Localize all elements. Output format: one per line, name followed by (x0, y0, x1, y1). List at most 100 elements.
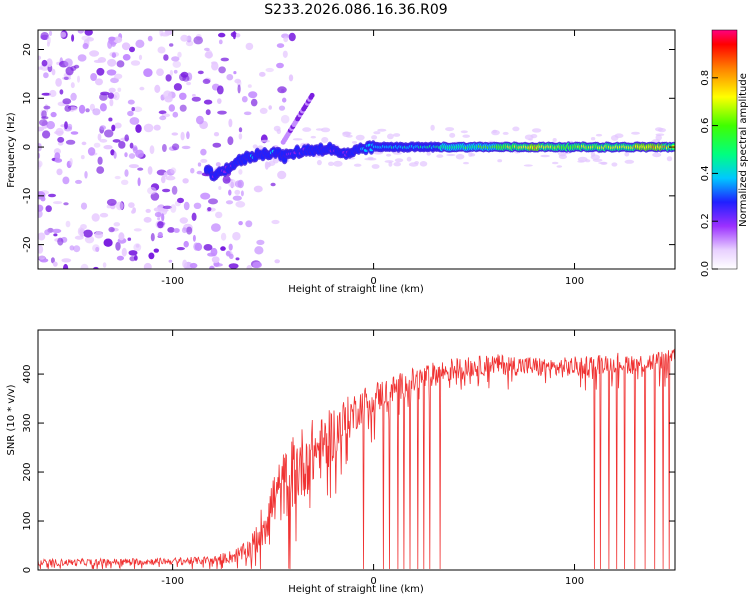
spectrogram-noise-blob (131, 210, 135, 214)
spectrogram-noise-blob (63, 263, 69, 269)
spectrogram-noise-blob (491, 129, 500, 136)
spectrogram-noise-blob (114, 175, 121, 180)
snr-x-tick-label: -100 (161, 576, 184, 587)
spectrogram-noise-blob (62, 98, 72, 105)
spectrogram-noise-blob (108, 87, 116, 93)
spectrogram-noise-blob (38, 66, 43, 70)
spectrogram-noise-blob (173, 228, 180, 233)
colorbar-label: Normalized spectral amplitude (738, 73, 749, 227)
spectrogram-noise-blob (153, 124, 161, 131)
spectrogram-noise-blob (95, 78, 103, 86)
spectrogram-noise-blob (116, 255, 124, 261)
spectrogram-noise-blob (170, 204, 177, 213)
spectrogram-noise-blob (610, 135, 619, 141)
spectrogram-noise-blob (272, 157, 279, 164)
spectrogram-noise-blob (384, 160, 394, 163)
spectrogram-noise-blob (107, 58, 117, 67)
spectrogram-noise-blob (276, 62, 284, 69)
spectrogram-noise-blob (611, 162, 618, 167)
spectrogram-noise-blob (127, 110, 134, 117)
spectrogram-noise-blob (393, 133, 401, 137)
spectrogram-noise-blob (316, 159, 322, 166)
spectrogram-noise-blob (113, 222, 121, 227)
spectrogram-noise-blob (430, 124, 435, 131)
spectrogram-noise-blob (377, 128, 387, 132)
spectrogram-noise-blob (652, 139, 660, 143)
spectrogram-noise-blob (147, 35, 153, 42)
spectrogram-noise-blob (62, 176, 70, 185)
spectrogram-noise-blob (169, 69, 173, 77)
spectrogram-noise-blob (46, 121, 55, 130)
spectrogram-noise-blob (153, 207, 164, 212)
spectrogram-noise-blob (238, 127, 243, 133)
spectrogram-noise-blob (111, 124, 116, 132)
spectrogram-noise-blob (192, 234, 196, 242)
spectrogram-noise-blob (240, 190, 244, 197)
spectrogram-noise-blob (666, 156, 673, 162)
spectrogram-signal-ridge (203, 92, 675, 182)
spectrogram-noise-blob (238, 221, 243, 226)
spectrogram-noise-blob (176, 247, 185, 251)
spectrogram-noise-blob (165, 74, 172, 82)
spectrogram-noise-blob (193, 202, 202, 209)
spectrogram-noise-blob (108, 226, 115, 233)
spectrogram-noise-blob (38, 232, 46, 241)
spectrogram-noise-blob (259, 107, 268, 114)
spectrogram-noise-blob (235, 33, 241, 38)
spectrogram-noise-blob (182, 178, 189, 184)
spectrogram-noise-blob (38, 245, 44, 254)
spectrogram-noise-blob (92, 108, 101, 116)
spectrogram-noise-blob (238, 169, 243, 175)
spectrogram-noise-blob (132, 145, 138, 154)
spectrogram-noise-blob (217, 110, 227, 115)
spectrogram-noise-blob (277, 170, 287, 180)
spectrogram-noise-blob (80, 155, 85, 160)
spectrogram-noise-blob (252, 261, 262, 269)
spectrogram-noise-blob (352, 141, 357, 144)
spectrogram-noise-blob (41, 116, 49, 120)
spectrogram-noise-blob (631, 131, 640, 135)
spectrogram-noise-blob (218, 39, 223, 45)
spectrogram-noise-blob (254, 246, 264, 255)
spectrogram-noise-blob (200, 148, 207, 156)
spectrogram-noise-blob (107, 92, 114, 99)
spectrogram-noise-blob (165, 30, 174, 36)
spectrogram-noise-blob (128, 153, 136, 159)
colorbar-tick-label: 0.2 (700, 213, 711, 229)
spectrogram-noise-blob (65, 66, 74, 76)
spectrogram-noise-blob (228, 243, 233, 251)
spectrogram-noise-blob (260, 139, 271, 143)
spectrogram-noise-blob (65, 139, 76, 145)
spectrogram-noise-blob (121, 42, 131, 51)
spectrogram-noise-blob (237, 84, 241, 94)
spectrogram-noise-blob (371, 135, 378, 140)
spectrogram-noise-blob (215, 211, 223, 219)
spectrogram-noise-blob (173, 69, 178, 74)
spectrogram-noise-blob (203, 244, 213, 251)
spectrogram-noise-blob (460, 130, 468, 134)
spectrogram-noise-blob (100, 91, 110, 96)
spectrogram-noise-blob (65, 220, 71, 228)
snr-y-tick-label: 300 (22, 414, 33, 433)
spectrogram-noise-blob (38, 160, 43, 168)
spectrogram-noise-blob (321, 137, 329, 143)
spectrogram-noise-blob (56, 168, 63, 176)
spectrogram-noise-blob (556, 165, 563, 168)
spectrogram-noise-blob (38, 152, 41, 159)
spectrogram-noise-blob (552, 138, 557, 142)
spectrogram-noise-blob (171, 185, 178, 195)
spectrogram-noise-blob (250, 98, 258, 107)
spectrogram-noise-blob (655, 134, 662, 141)
spectrogram-noise-blob (265, 67, 274, 73)
spectrogram-noise-blob (51, 68, 56, 76)
spectrogram-noise-blob (449, 132, 456, 138)
spectrogram-noise-blob (388, 161, 393, 167)
spectrogram-noise-blob (225, 200, 234, 205)
spectrogram-noise-blob (158, 110, 167, 115)
spectrogram-noise-blob (114, 73, 123, 80)
spectrogram-noise-blob (274, 259, 281, 264)
spectrogram-noise-blob (80, 263, 89, 269)
spectrogram-noise-blob (179, 92, 187, 101)
spectrogram-noise-blob (124, 152, 128, 158)
